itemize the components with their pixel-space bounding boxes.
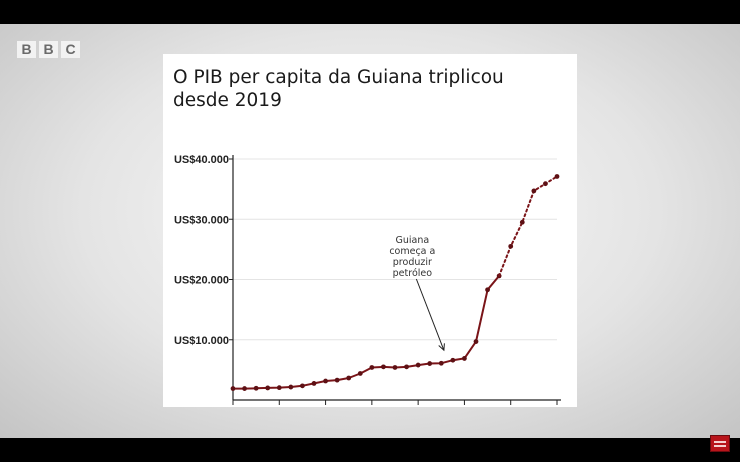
- series-layer: [230, 174, 560, 391]
- x-tick-label: 2016: [402, 405, 434, 407]
- bbc-logo-letter: B: [39, 41, 58, 58]
- video-frame: B B C O PIB per capita da Guiana triplic…: [0, 24, 740, 438]
- data-point: [485, 287, 490, 293]
- bbc-logo-letter: B: [17, 41, 36, 58]
- data-point: [369, 365, 375, 370]
- data-point: [450, 357, 456, 363]
- y-tick-label: US$30.000: [174, 214, 229, 226]
- bbc-logo: B B C: [17, 41, 80, 58]
- data-point: [438, 360, 444, 366]
- data-point: [543, 181, 548, 187]
- y-tick-label: US$40.000: [174, 154, 229, 166]
- annotation-text: petróleo: [393, 268, 433, 279]
- data-point: [381, 364, 386, 370]
- data-point: [427, 361, 433, 366]
- x-axis-ticks: 2000 2004 2008 2012 2016 2020 2024 2028: [217, 400, 573, 407]
- data-point: [415, 362, 421, 368]
- chart-card: O PIB per capita da Guiana triplicou des…: [163, 54, 577, 407]
- data-point: [508, 243, 514, 249]
- x-tick-label: 2004: [263, 405, 295, 407]
- line-chart: US$10.000 US$20.000 US$30.000 US$40.000 200…: [174, 154, 573, 407]
- bbc-news-corner-badge: [710, 435, 730, 452]
- data-point: [323, 378, 328, 384]
- data-point: [392, 365, 398, 370]
- annotation-arrow: [415, 278, 445, 351]
- data-point: [334, 377, 340, 383]
- data-point: [265, 385, 271, 391]
- x-tick-label: 2000: [217, 405, 249, 407]
- data-point: [311, 381, 317, 386]
- data-point: [554, 174, 560, 179]
- annotation-text: Guiana: [396, 235, 430, 246]
- data-point: [242, 386, 247, 391]
- data-point: [531, 188, 537, 194]
- x-tick-label: 2020: [449, 405, 481, 407]
- bbc-logo-letter: C: [61, 41, 80, 58]
- y-tick-label: US$10.000: [174, 335, 229, 347]
- data-point: [288, 384, 294, 390]
- data-point: [473, 339, 479, 344]
- data-point: [276, 385, 282, 391]
- series-line: [232, 274, 501, 390]
- projection-line: [498, 175, 558, 277]
- data-point: [300, 383, 305, 389]
- data-point: [230, 386, 236, 391]
- x-tick-label: 2028: [541, 405, 573, 407]
- annotation-arrowhead: [438, 343, 445, 352]
- data-point: [357, 371, 363, 376]
- data-point: [462, 356, 467, 361]
- data-point: [346, 375, 352, 381]
- annotation-text: produzir: [393, 257, 432, 268]
- chart-title: O PIB per capita da Guiana triplicou des…: [173, 67, 504, 111]
- gridlines: [233, 158, 557, 341]
- x-tick-label: 2008: [310, 405, 342, 407]
- data-point: [404, 364, 409, 370]
- y-axis-ticks: US$10.000 US$20.000 US$30.000 US$40.000: [174, 154, 233, 347]
- data-point: [253, 385, 259, 391]
- y-tick-label: US$20.000: [174, 275, 229, 287]
- annotation-text: começa a: [389, 246, 435, 257]
- data-point: [519, 219, 525, 225]
- x-tick-label: 2024: [495, 405, 527, 407]
- x-tick-label: 2012: [356, 405, 388, 407]
